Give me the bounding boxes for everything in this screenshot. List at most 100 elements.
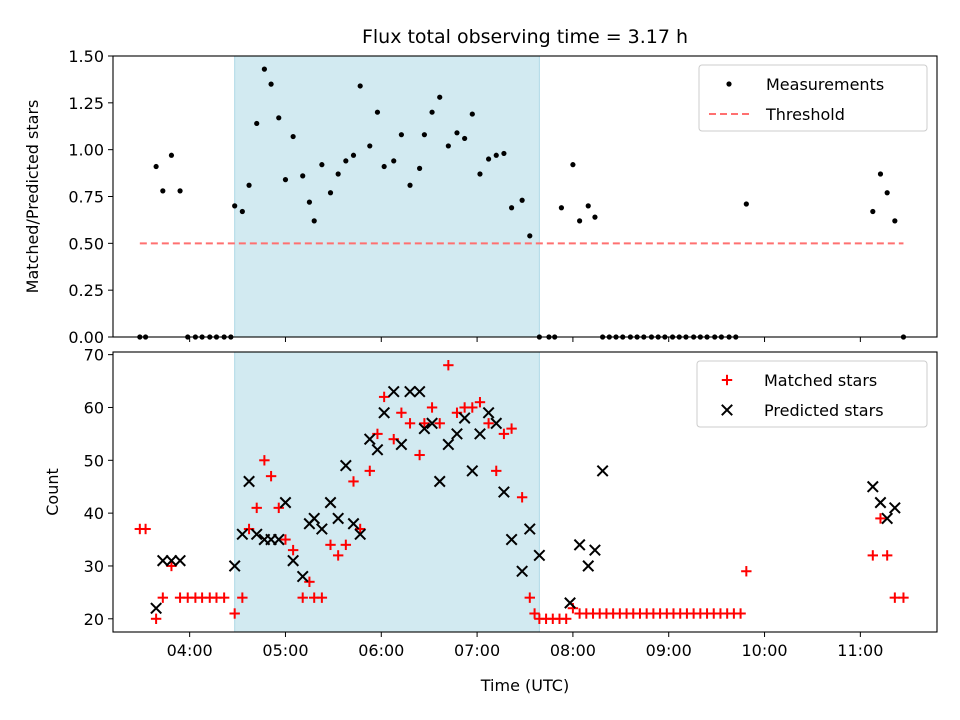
predicted-star-point xyxy=(523,523,536,535)
predicted-star-point xyxy=(413,385,426,398)
panel-counts: 20 30 40 50 60 70 04:00 05:00 06:00 07:00 08:00 09:… xyxy=(43,346,938,660)
predicted-star-point xyxy=(174,554,186,567)
legend-entry-label: Threshold xyxy=(765,105,845,124)
predicted-star-point xyxy=(404,385,416,398)
matched-star-point xyxy=(735,608,746,619)
y-axis-label: Count xyxy=(43,468,62,516)
predicted-star-point xyxy=(332,512,345,525)
measurement-point xyxy=(558,205,565,211)
y-tick-label: 50 xyxy=(84,451,104,470)
predicted-star-point xyxy=(287,554,300,567)
measurement-point xyxy=(306,199,313,205)
matched-star-point xyxy=(434,418,445,429)
panel-ratio: 0.00 0.25 0.50 0.75 1.00 1.25 1.50 Matched/Pred… xyxy=(23,47,938,347)
matched-star-point xyxy=(229,608,240,619)
measurement-point xyxy=(577,218,583,224)
predicted-star-point xyxy=(596,464,609,477)
x-axis-label: Time (UTC) xyxy=(480,676,569,695)
measurement-point xyxy=(254,120,260,127)
x-tick-label: 09:00 xyxy=(646,641,692,660)
measurement-point xyxy=(367,143,373,149)
predicted-star-point xyxy=(881,512,894,525)
measurement-point xyxy=(592,214,598,220)
matched-star-point xyxy=(378,391,390,403)
y-tick-label: 1.50 xyxy=(68,47,104,66)
matched-star-point xyxy=(516,492,528,503)
matched-star-point xyxy=(867,550,879,561)
legend-entry-label: Predicted stars xyxy=(764,401,884,420)
measurement-point xyxy=(437,94,443,100)
measurement-point xyxy=(381,163,387,170)
matched-star-point xyxy=(332,550,344,561)
predicted-star-point xyxy=(451,427,463,440)
predicted-star-point xyxy=(433,475,446,488)
predicted-star-point xyxy=(279,496,292,509)
matched-star-point xyxy=(881,550,893,561)
matched-star-point xyxy=(414,449,425,461)
legend-box xyxy=(698,64,928,132)
matched-star-point xyxy=(498,428,510,440)
matched-star-point xyxy=(524,592,535,603)
measurement-point xyxy=(892,218,898,224)
axes-frame xyxy=(112,351,938,633)
predicted-star-point xyxy=(250,528,263,541)
measurement-point xyxy=(343,158,349,164)
predicted-star-point xyxy=(243,475,255,488)
predicted-star-point xyxy=(308,512,321,525)
predicted-star-point xyxy=(347,517,360,530)
y-tick-label: 0.50 xyxy=(68,234,104,253)
measurement-point xyxy=(282,177,289,183)
matched-star-point xyxy=(561,613,572,624)
predicted-star-point xyxy=(150,602,163,615)
predicted-star-point xyxy=(589,544,601,557)
matched-star-point xyxy=(396,407,407,418)
matched-star-point xyxy=(237,592,248,603)
matched-star-point xyxy=(364,465,375,477)
predicted-star-point xyxy=(564,597,576,609)
measurement-point xyxy=(570,162,576,168)
measurement-point xyxy=(407,182,413,188)
y-tick-label: 0.75 xyxy=(68,188,104,207)
predicted-star-point xyxy=(387,385,400,398)
measurement-point xyxy=(429,109,435,115)
matched-star-point xyxy=(474,396,486,408)
predicted-star-point xyxy=(418,422,431,435)
measurement-point xyxy=(398,132,404,138)
matched-star-point xyxy=(304,576,315,588)
legend-x-swatch xyxy=(721,404,733,416)
x-tick-label: 04:00 xyxy=(167,641,213,660)
predicted-star-point xyxy=(395,438,408,451)
matched-star-point xyxy=(273,502,284,514)
measurement-point xyxy=(311,218,317,224)
matched-star-point xyxy=(297,592,308,603)
legend-entry-label: Measurements xyxy=(766,75,884,94)
predicted-star-point xyxy=(378,406,391,419)
matched-star-point xyxy=(218,592,230,603)
measurement-point xyxy=(508,205,515,211)
matched-star-point xyxy=(355,523,366,535)
y-tick-label: 1.25 xyxy=(68,94,104,113)
measurement-point xyxy=(877,171,884,177)
measurement-point xyxy=(335,171,341,177)
predicted-star-point xyxy=(236,528,249,541)
measurement-point xyxy=(391,158,397,164)
predicted-star-point xyxy=(354,528,367,541)
predicted-star-point xyxy=(474,427,486,440)
matched-star-point xyxy=(340,539,352,551)
measurement-point xyxy=(350,152,357,158)
predicted-star-point xyxy=(442,438,455,451)
predicted-star-point xyxy=(490,417,503,430)
measurement-point xyxy=(290,133,296,140)
matched-star-point xyxy=(898,592,909,603)
measurement-point xyxy=(261,66,267,72)
y-tick-label: 20 xyxy=(84,610,104,629)
predicted-star-point xyxy=(165,554,178,567)
predicted-star-point xyxy=(516,565,529,578)
matched-star-point xyxy=(443,360,454,371)
legend: Matched stars Predicted stars xyxy=(696,360,928,428)
predicted-star-point xyxy=(582,560,595,572)
matched-star-point xyxy=(287,544,299,556)
y-axis-label: Matched/Predicted stars xyxy=(23,100,42,294)
measurement-point xyxy=(160,188,166,194)
